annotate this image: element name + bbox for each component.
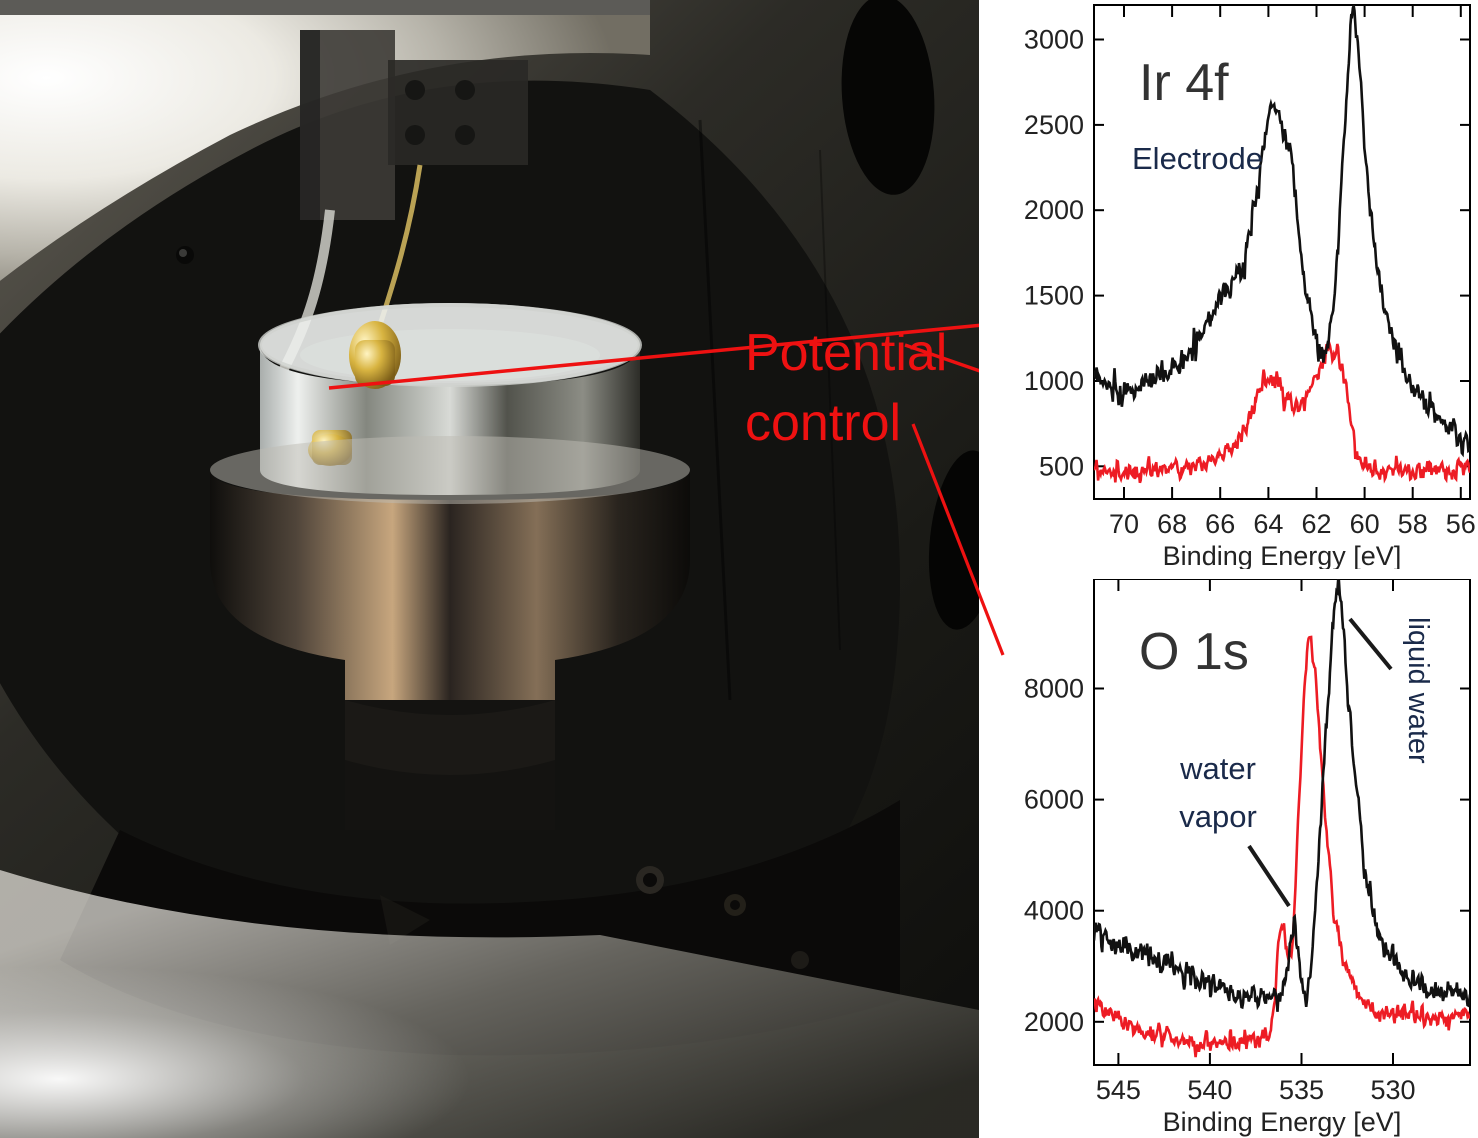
svg-text:control: control — [745, 394, 901, 452]
svg-text:500: 500 — [1039, 451, 1084, 481]
svg-text:Electrode: Electrode — [1132, 141, 1263, 176]
svg-text:3000: 3000 — [1024, 25, 1084, 55]
svg-text:vapor: vapor — [1179, 799, 1257, 834]
svg-text:2500: 2500 — [1024, 110, 1084, 140]
svg-text:8000: 8000 — [1024, 674, 1084, 704]
svg-text:2000: 2000 — [1024, 195, 1084, 225]
svg-text:water: water — [1179, 751, 1256, 786]
svg-text:64: 64 — [1253, 509, 1283, 539]
svg-text:535: 535 — [1279, 1075, 1324, 1105]
svg-text:6000: 6000 — [1024, 785, 1084, 815]
svg-text:4000: 4000 — [1024, 896, 1084, 926]
svg-text:Potential: Potential — [745, 324, 947, 382]
svg-text:70: 70 — [1109, 509, 1139, 539]
svg-text:60: 60 — [1350, 509, 1380, 539]
svg-text:1500: 1500 — [1024, 281, 1084, 311]
svg-text:530: 530 — [1370, 1075, 1415, 1105]
svg-text:58: 58 — [1398, 509, 1428, 539]
svg-text:1000: 1000 — [1024, 366, 1084, 396]
svg-text:62: 62 — [1301, 509, 1331, 539]
svg-text:540: 540 — [1187, 1075, 1232, 1105]
svg-text:liquid water: liquid water — [1402, 617, 1434, 764]
svg-text:Binding Energy [eV]: Binding Energy [eV] — [1163, 1107, 1402, 1137]
svg-text:66: 66 — [1205, 509, 1235, 539]
svg-text:2000: 2000 — [1024, 1007, 1084, 1037]
svg-text:O 1s: O 1s — [1139, 623, 1249, 681]
svg-text:Binding Energy [eV]: Binding Energy [eV] — [1163, 541, 1402, 569]
svg-text:68: 68 — [1157, 509, 1187, 539]
svg-text:545: 545 — [1096, 1075, 1141, 1105]
svg-text:Ir 4f: Ir 4f — [1139, 54, 1229, 112]
svg-text:56: 56 — [1446, 509, 1476, 539]
